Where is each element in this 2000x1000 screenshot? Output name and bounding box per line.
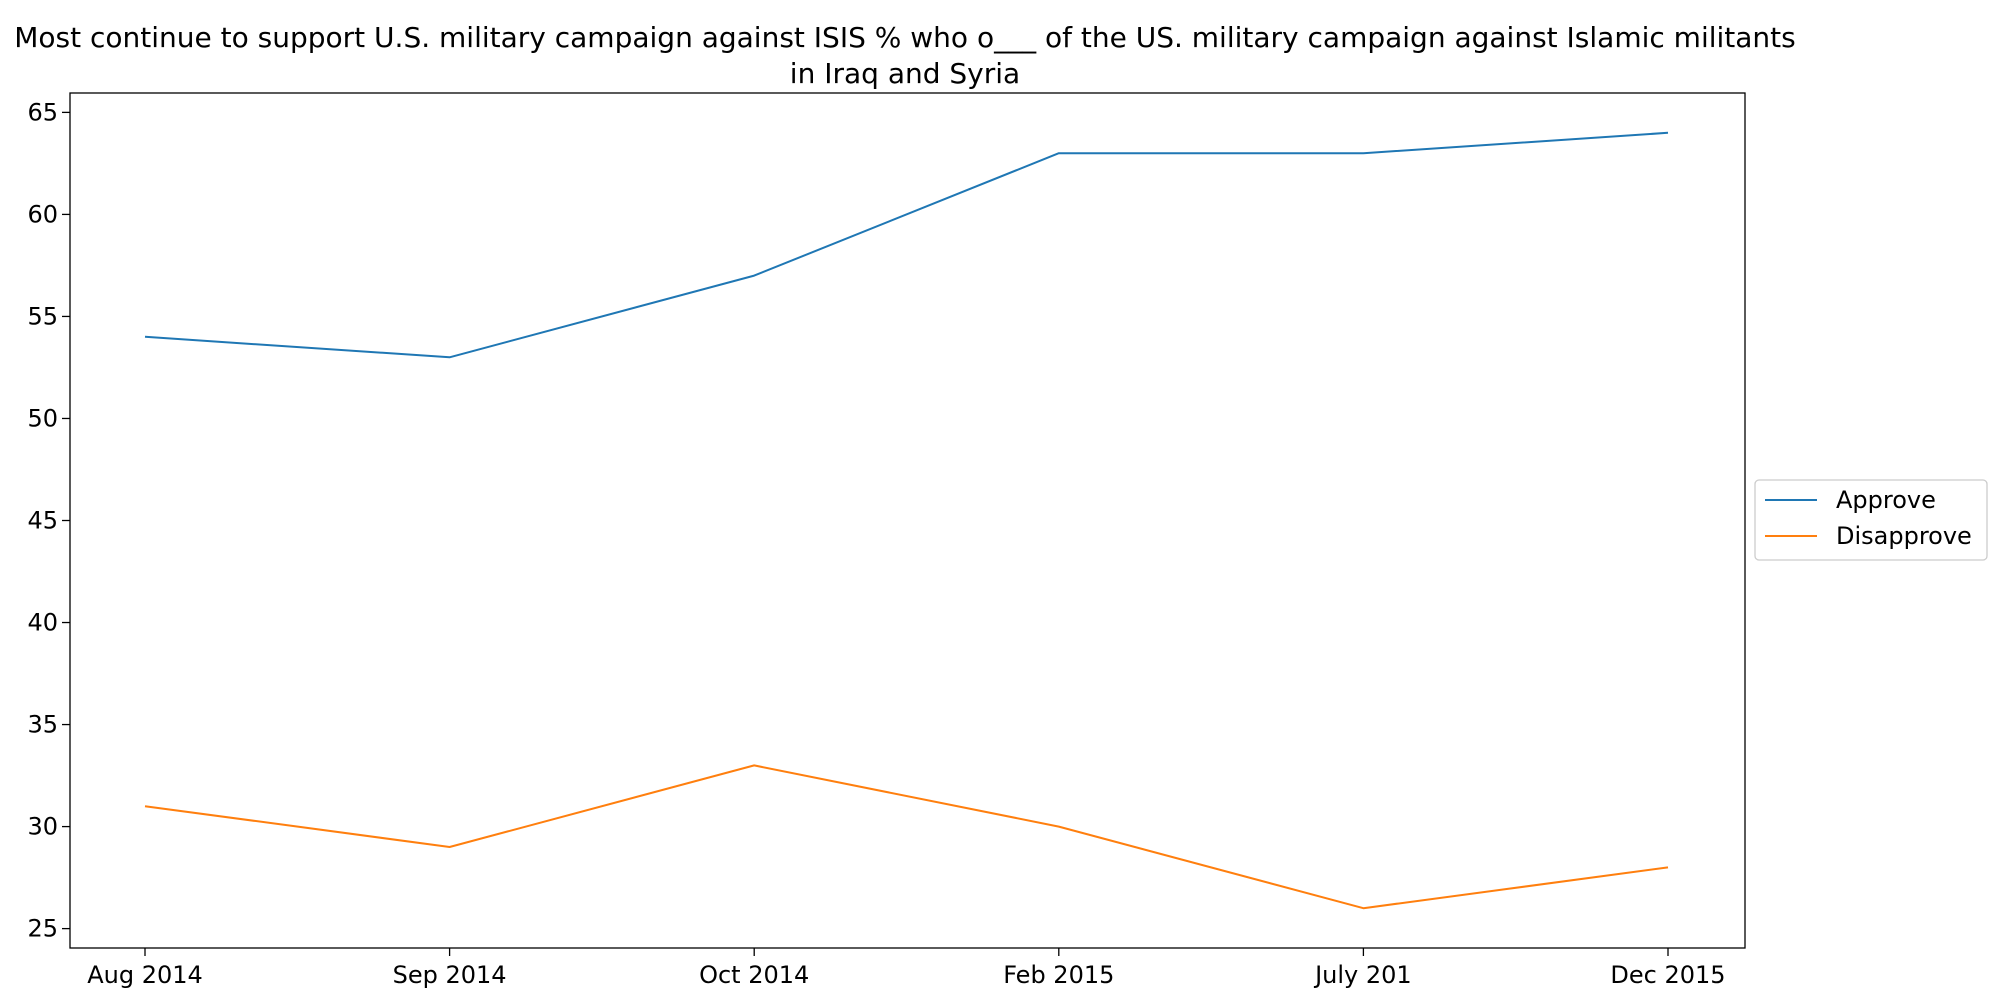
x-tick-label: Feb 2015 (1003, 961, 1114, 989)
y-tick-label: 60 (27, 200, 58, 228)
plot-frame (69, 92, 1746, 949)
x-tick-label: Aug 2014 (87, 961, 203, 989)
y-tick-label: 45 (27, 507, 58, 535)
legend-label-approve: Approve (1836, 486, 1936, 514)
legend-label-disapprove: Disapprove (1836, 522, 1972, 550)
y-tick-label: 30 (27, 813, 58, 841)
x-tick-label: July 201 (1313, 961, 1412, 989)
y-tick-label: 40 (27, 609, 58, 637)
chart-title: Most continue to support U.S. military c… (14, 21, 1796, 90)
series-line-disapprove (144, 764, 1669, 910)
x-tick-label: Dec 2015 (1610, 961, 1725, 989)
y-tick-label: 65 (27, 98, 58, 126)
x-axis: Aug 2014 Sep 2014 Oct 2014 Feb 2015 July 201… (87, 948, 1726, 989)
plot-lines (144, 131, 1669, 910)
y-tick-label: 50 (27, 404, 58, 432)
y-tick-label: 35 (27, 711, 58, 739)
x-tick-label: Oct 2014 (699, 961, 809, 989)
y-tick-label: 25 (27, 915, 58, 943)
series-line-approve (144, 131, 1669, 359)
x-tick-label: Sep 2014 (393, 961, 507, 989)
legend: Approve Disapprove (1754, 479, 1988, 561)
y-tick-label: 55 (27, 302, 58, 330)
y-axis: 25 30 35 40 45 50 55 60 65 (27, 98, 70, 943)
